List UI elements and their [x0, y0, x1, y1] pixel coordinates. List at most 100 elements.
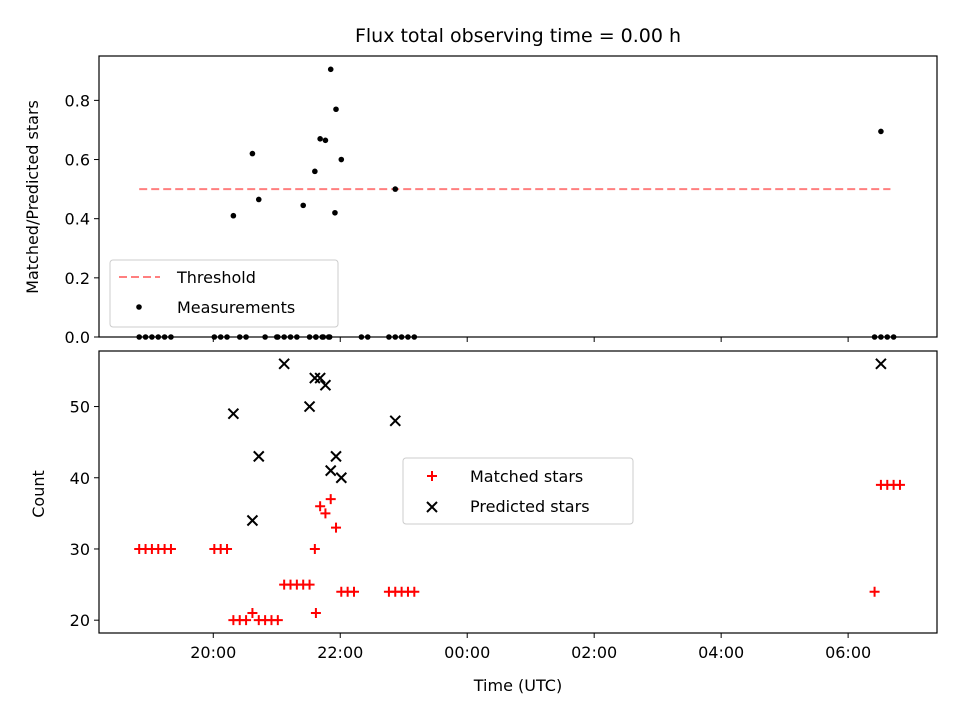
matched-star-point [325, 494, 336, 505]
measurement-point [142, 334, 149, 340]
measurement-point [878, 128, 884, 135]
top-y-tick-label: 0.8 [65, 91, 90, 110]
top-plot-frame [98, 55, 938, 338]
bottom-y-tick-label: 40 [70, 469, 90, 488]
measurement-point [878, 334, 884, 340]
top-legend-box [109, 259, 339, 328]
measurement-point [217, 334, 224, 340]
matched-star-point [309, 543, 320, 554]
predicted-star-point [314, 372, 326, 384]
measurement-point [255, 196, 262, 203]
measurement-point [312, 168, 318, 175]
predicted-star-point [253, 450, 265, 463]
legend-predicted-swatch [426, 501, 438, 513]
predicted-star-point [246, 514, 259, 527]
measurement-point [249, 150, 256, 157]
measurement-point [236, 334, 243, 340]
measurement-point [405, 334, 411, 340]
legend-matched-label: Matched stars [470, 467, 583, 486]
measurement-point [322, 137, 329, 144]
bottom-legend: Matched stars Predicted stars [402, 457, 634, 525]
measurement-point [149, 334, 155, 340]
measurement-point [136, 334, 143, 340]
bottom-y-tick-label: 50 [70, 398, 90, 417]
measurement-point [306, 334, 313, 340]
measurement-point [358, 334, 365, 340]
predicted-star-point [325, 464, 337, 477]
measurement-point [411, 334, 418, 340]
measurement-point [300, 202, 307, 209]
predicted-star-point [389, 415, 401, 427]
measurement-point [392, 334, 399, 340]
measurement-point [230, 212, 237, 219]
predicted-star-point [875, 358, 887, 370]
measurement-point [313, 334, 319, 340]
measurement-point [884, 334, 891, 340]
legend-threshold-label: Threshold [176, 268, 256, 287]
bottom-y-tick-label: 20 [70, 611, 90, 630]
matched-star-point [331, 522, 342, 533]
legend-predicted-label: Predicted stars [470, 497, 590, 516]
x-tick-label: 20:00 [190, 643, 236, 662]
matched-star-point [315, 501, 326, 512]
matched-star-point [869, 586, 880, 597]
matched-star-point [894, 479, 905, 490]
measurement-point [364, 334, 371, 340]
measurement-point [327, 66, 334, 73]
x-tick-label: 02:00 [571, 643, 617, 662]
measurement-point [243, 334, 249, 340]
top-y-tick-label: 0.0 [65, 328, 90, 347]
x-tick-label: 00:00 [444, 643, 490, 662]
top-legend: Threshold Measurements [109, 259, 339, 328]
legend-measurements-swatch [136, 304, 142, 310]
measurement-point [871, 334, 878, 340]
x-axis-title: Time (UTC) [473, 676, 562, 695]
measurement-point [262, 334, 268, 340]
matched-star-point [241, 615, 252, 626]
x-tick-label: 04:00 [698, 643, 744, 662]
measurement-point [386, 334, 392, 340]
legend-matched-swatch [427, 471, 437, 481]
measurement-point [332, 209, 338, 216]
bottom-plot: 20:00 22:00 00:00 02:00 04:00 06:00 20 30 40 50 Ma… [70, 350, 938, 662]
measurement-point [326, 334, 333, 340]
measurement-point [273, 334, 280, 340]
predicted-star-point [227, 407, 240, 420]
predicted-star-point [335, 472, 348, 484]
measurement-point [890, 334, 897, 340]
predicted-star-point [330, 450, 342, 463]
bottom-legend-box [402, 457, 634, 525]
measurement-point [392, 186, 399, 192]
matched-star-point [304, 579, 315, 590]
bottom-y-tick-label: 30 [70, 540, 90, 559]
matched-star-point [320, 508, 331, 519]
predicted-star-point [319, 379, 332, 391]
measurement-point [317, 136, 323, 142]
measurement-point [333, 106, 339, 113]
chart-title: Flux total observing time = 0.00 h [355, 25, 681, 47]
measurement-point [320, 334, 327, 340]
matched-star-point [409, 586, 420, 597]
x-tick-label: 06:00 [825, 643, 871, 662]
predicted-star-point [278, 358, 290, 370]
measurement-point [281, 334, 287, 340]
measurement-point [338, 156, 345, 163]
measurement-point [287, 334, 294, 340]
top-y-tick-label: 0.4 [65, 210, 90, 229]
matched-star-point [247, 608, 258, 619]
matched-star-point [348, 586, 359, 597]
top-y-axis-title: Matched/Predicted stars [23, 100, 42, 294]
bottom-y-axis-title: Count [29, 470, 48, 518]
x-tick-label: 22:00 [317, 643, 363, 662]
matched-star-point [222, 543, 233, 554]
matched-star-point [272, 615, 283, 626]
measurement-point [398, 334, 405, 340]
measurement-point [224, 334, 230, 340]
measurement-point [168, 334, 174, 340]
matched-star-point [165, 543, 176, 554]
measurement-point [211, 334, 218, 340]
bottom-plot-frame [98, 350, 938, 634]
top-y-tick-label: 0.6 [65, 151, 90, 170]
